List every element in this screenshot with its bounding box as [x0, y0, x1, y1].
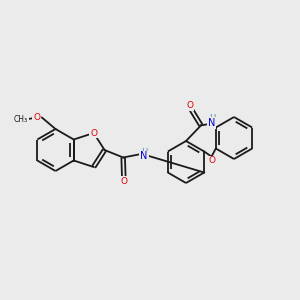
- Text: O: O: [120, 177, 127, 186]
- Text: O: O: [90, 128, 97, 137]
- Text: CH₃: CH₃: [14, 115, 28, 124]
- Text: N: N: [140, 151, 147, 161]
- Text: H: H: [142, 148, 148, 157]
- Text: N: N: [208, 118, 215, 128]
- Text: O: O: [208, 156, 216, 165]
- Text: O: O: [187, 101, 194, 110]
- Text: H: H: [208, 115, 215, 124]
- Text: O: O: [33, 112, 40, 122]
